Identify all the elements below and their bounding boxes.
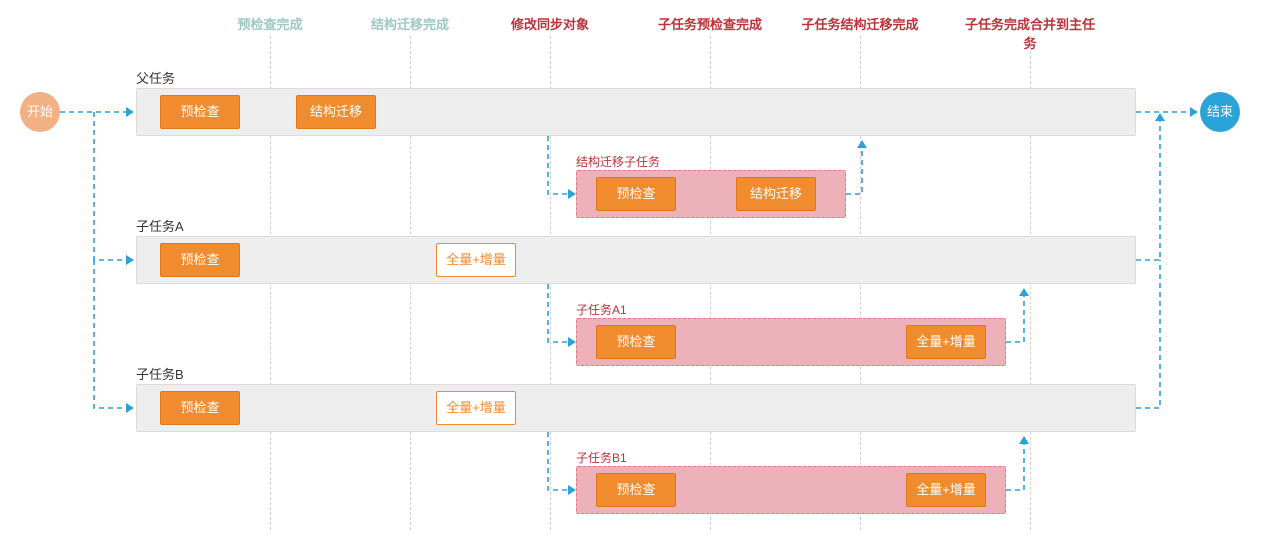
arrowhead bbox=[568, 485, 576, 495]
arrowhead bbox=[568, 337, 576, 347]
arrowhead bbox=[568, 189, 576, 199]
arrowhead bbox=[857, 140, 867, 148]
arrowhead bbox=[1019, 436, 1029, 444]
arrowhead bbox=[126, 403, 134, 413]
arrowhead bbox=[1190, 107, 1198, 117]
arrowhead bbox=[126, 255, 134, 265]
arrowhead bbox=[126, 107, 134, 117]
connectors bbox=[0, 0, 1269, 539]
arrowhead bbox=[1155, 113, 1165, 121]
arrowhead bbox=[1019, 288, 1029, 296]
